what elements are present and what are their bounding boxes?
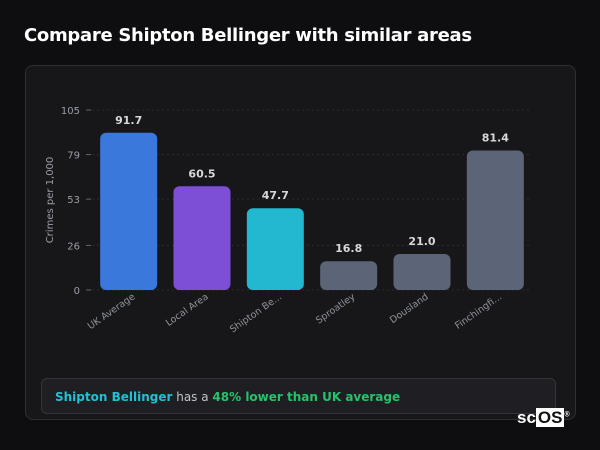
bar-value-label: 16.8 [335, 242, 362, 255]
y-tick-label: 0 [74, 286, 80, 297]
bar-value-label: 21.0 [408, 235, 435, 248]
bar-value-label: 91.7 [115, 114, 142, 127]
comparison-summary: Shipton Bellinger has a 48% lower than U… [41, 378, 556, 414]
x-tick-label: UK Average [86, 291, 138, 332]
bar-0 [100, 132, 158, 290]
bar-2 [246, 208, 304, 290]
bar-4 [393, 254, 451, 290]
x-tick-label: Shipton Be... [228, 291, 284, 335]
x-tick-label: Finchingfi... [453, 291, 504, 331]
scos-logo: sc OS ® [517, 408, 570, 427]
bar-5 [466, 150, 524, 290]
bar-3 [320, 261, 378, 290]
area-name: Shipton Bellinger [55, 390, 173, 404]
bar-value-label: 81.4 [482, 131, 509, 144]
bar-value-label: 60.5 [188, 167, 215, 180]
y-tick-label: 105 [61, 106, 80, 117]
x-tick-label: Dousland [388, 291, 431, 326]
bar-1 [173, 186, 231, 290]
y-axis-label: Crimes per 1,000 [45, 157, 56, 244]
comparison-highlight: 48% lower than UK average [212, 390, 401, 404]
x-tick-label: Sproatley [314, 291, 358, 326]
page-title: Compare Shipton Bellinger with similar a… [24, 25, 472, 46]
y-tick-label: 53 [67, 195, 80, 206]
y-tick-label: 79 [67, 151, 80, 162]
x-tick-label: Local Area [164, 291, 211, 328]
y-tick-label: 26 [67, 241, 80, 252]
summary-text: has a [172, 390, 213, 404]
bar-value-label: 47.7 [262, 189, 289, 202]
